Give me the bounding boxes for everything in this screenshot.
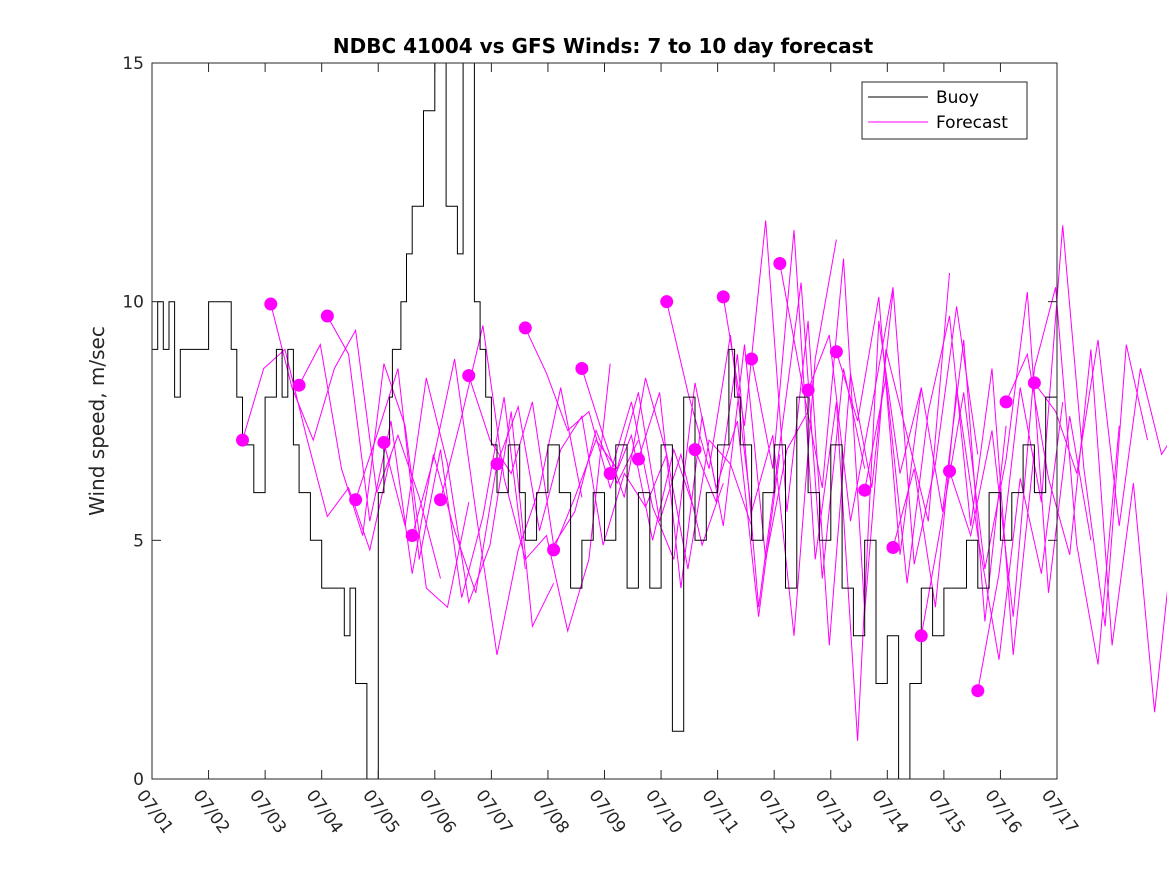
forecast-start-markers: [236, 256, 1041, 698]
forecast-start-marker: [236, 433, 249, 447]
legend-box: [861, 81, 1028, 140]
forecast-start-marker: [886, 540, 900, 554]
forecast-start-marker: [518, 321, 532, 335]
forecast-run-line: [1033, 339, 1167, 527]
forecast-start-marker: [773, 256, 787, 270]
forecast-start-marker: [914, 629, 928, 643]
forecast-run-line: [977, 225, 1148, 691]
forecast-start-marker: [660, 295, 674, 309]
forecast-start-marker: [999, 395, 1013, 409]
y-tick-label: 10: [122, 293, 144, 313]
forecast-start-marker: [490, 457, 504, 471]
forecast-run-line: [383, 377, 555, 629]
y-tick-label: 5: [133, 531, 144, 551]
forecast-start-marker: [377, 435, 391, 449]
y-axis-label: Wind speed, m/sec: [85, 326, 109, 516]
y-axis: 0 5 10 15: [122, 54, 1057, 790]
forecast-run-line: [807, 287, 979, 565]
forecast-run-line: [411, 358, 583, 655]
forecast-run-line: [298, 343, 470, 609]
forecast-start-marker: [320, 309, 334, 323]
forecast-run-line: [892, 387, 1064, 660]
forecast-run-line: [751, 230, 922, 741]
forecast-start-marker: [349, 493, 363, 507]
forecast-start-marker: [801, 383, 815, 397]
forecast-start-marker: [264, 297, 278, 311]
forecast-start-marker: [943, 464, 957, 478]
forecast-start-marker: [631, 452, 645, 466]
legend-forecast-label: Forecast: [936, 113, 1008, 133]
forecast-start-marker: [547, 543, 561, 557]
forecast-run-line: [637, 344, 809, 589]
forecast-start-marker: [829, 345, 843, 359]
forecast-start-marker: [858, 483, 872, 497]
forecast-run-line: [355, 368, 526, 598]
legend: Buoy Forecast: [861, 81, 1028, 140]
forecast-run-line: [864, 315, 1035, 655]
forecast-start-marker: [688, 443, 702, 457]
forecast-start-marker: [971, 684, 985, 698]
forecast-run-line: [949, 287, 1120, 665]
forecast-run-line: [242, 348, 392, 552]
forecast-start-marker: [405, 529, 419, 543]
forecast-run-line: [835, 296, 1007, 622]
plot-area: [151, 62, 1167, 780]
forecast-run-line: [1005, 349, 1167, 713]
forecast-run-line: [609, 382, 781, 617]
forecast-run-line: [524, 327, 696, 541]
buoy-series: [152, 62, 1058, 780]
forecast-start-marker: [292, 378, 306, 392]
forecast-start-marker: [1027, 376, 1041, 390]
y-tick-label: 0: [133, 770, 144, 790]
forecast-start-marker: [603, 467, 617, 481]
forecast-start-marker: [745, 352, 759, 366]
y-tick-label: 15: [122, 54, 144, 74]
forecast-start-marker: [716, 290, 730, 304]
chart-title: NDBC 41004 vs GFS Winds: 7 to 10 day for…: [333, 34, 874, 58]
forecast-start-marker: [575, 361, 589, 375]
legend-buoy-label: Buoy: [936, 88, 979, 108]
forecast-start-marker: [433, 493, 447, 507]
forecast-start-marker: [462, 369, 476, 383]
buoy-line: [152, 62, 1058, 780]
